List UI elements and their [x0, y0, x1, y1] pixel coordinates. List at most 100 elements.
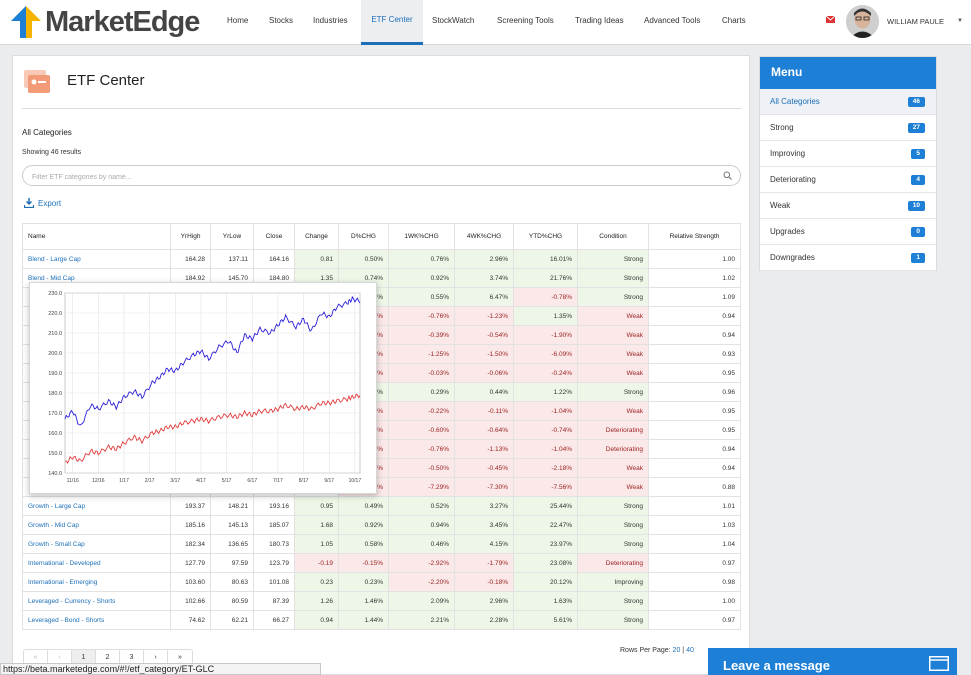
nav-industries[interactable]: Industries — [313, 16, 348, 25]
nav-stocks[interactable]: Stocks — [269, 16, 294, 25]
table-cell: 103.60 — [170, 572, 211, 592]
etf-category-link[interactable]: Growth - Large Cap — [22, 496, 171, 516]
search-icon[interactable] — [723, 171, 732, 180]
table-cell: -0.11% — [454, 401, 514, 421]
table-cell: -0.24% — [513, 363, 578, 383]
menu-item-label: Strong — [770, 123, 794, 132]
nav-advanced-tools[interactable]: Advanced Tools — [644, 16, 701, 25]
x-tick-label: 11/16 — [67, 478, 79, 484]
etf-category-link[interactable]: Blend - Large Cap — [22, 249, 171, 269]
etf-category-link[interactable]: Growth - Mid Cap — [22, 515, 171, 535]
table-cell: -0.45% — [454, 458, 514, 478]
table-cell: -0.22% — [388, 401, 455, 421]
table-cell: 0.46% — [388, 534, 455, 554]
column-header[interactable]: 4WK%CHG — [454, 223, 514, 250]
table-cell: 3.45% — [454, 515, 514, 535]
column-header[interactable]: YrLow — [210, 223, 254, 250]
table-cell: 193.37 — [170, 496, 211, 516]
divider — [22, 108, 742, 109]
count-badge: 10 — [907, 200, 925, 211]
table-cell: 80.63 — [210, 572, 254, 592]
category-heading: All Categories — [22, 128, 72, 137]
chevron-down-icon[interactable]: ▼ — [957, 18, 963, 24]
user-name[interactable]: WILLIAM PAULE — [887, 17, 944, 26]
menu-item-upgrades[interactable]: Upgrades 0 — [760, 219, 936, 245]
menu-item-improving[interactable]: Improving 5 — [760, 141, 936, 167]
next-page-button[interactable]: › — [144, 650, 168, 665]
menu-item-downgrades[interactable]: Downgrades 1 — [760, 245, 936, 271]
etf-category-link[interactable]: International - Developed — [22, 553, 171, 573]
page-3-button[interactable]: 3 — [120, 650, 144, 665]
prev-page-button[interactable]: ‹ — [48, 650, 72, 665]
table-row[interactable]: Blend - Large Cap 164.28 137.11 164.16 0.81 0… — [22, 249, 741, 269]
table-cell: 127.79 — [170, 553, 211, 573]
rows-20-option[interactable]: 20 — [672, 647, 681, 654]
table-row[interactable]: International - Emerging 103.60 80.63 101.0… — [22, 572, 741, 592]
column-header[interactable]: Relative Strength — [648, 223, 741, 250]
avatar[interactable] — [846, 5, 879, 38]
table-cell: 1.05 — [294, 534, 339, 554]
table-cell: 185.07 — [253, 515, 295, 535]
etf-category-link[interactable]: Leveraged - Bond - Shorts — [22, 610, 171, 630]
download-icon — [24, 198, 34, 208]
table-cell: 0.92% — [338, 515, 389, 535]
logo[interactable]: MarketEdge — [11, 5, 200, 39]
last-page-button[interactable]: » — [178, 654, 182, 661]
leave-message-button[interactable]: Leave a message — [708, 648, 957, 675]
x-tick-label: 2/17 — [145, 478, 155, 484]
table-cell: 16.01% — [513, 249, 578, 269]
table-cell: Weak — [577, 344, 649, 364]
table-header: Name YrHigh YrLow Close Change D%CHG 1WK%CHG 4W… — [22, 223, 741, 250]
table-row[interactable]: Leveraged - Bond - Shorts 74.62 62.21 66.27… — [22, 610, 741, 630]
table-cell: 1.03 — [648, 515, 741, 535]
rows-40-option[interactable]: 40 — [686, 647, 694, 654]
etf-category-link[interactable]: Leveraged - Currency - Shorts — [22, 591, 171, 611]
y-tick-label: 230.0 — [48, 291, 62, 297]
page-1-button[interactable]: 1 — [72, 650, 96, 665]
table-row[interactable]: International - Developed 127.79 97.59 123.… — [22, 553, 741, 573]
table-cell: 0.96 — [648, 382, 741, 402]
etf-category-link[interactable]: Growth - Small Cap — [22, 534, 171, 554]
table-cell: 1.22% — [513, 382, 578, 402]
column-header[interactable]: D%CHG — [338, 223, 389, 250]
menu-item-strong[interactable]: Strong 27 — [760, 115, 936, 141]
table-cell: 23.97% — [513, 534, 578, 554]
filter-input[interactable] — [23, 168, 703, 187]
nav-screening-tools[interactable]: Screening Tools — [497, 16, 554, 25]
x-tick-label: 6/17 — [247, 478, 257, 484]
column-header[interactable]: Change — [294, 223, 339, 250]
column-header[interactable]: 1WK%CHG — [388, 223, 455, 250]
page-2-button[interactable]: 2 — [96, 650, 120, 665]
mail-icon[interactable] — [826, 16, 835, 23]
table-cell: 62.21 — [210, 610, 254, 630]
first-page-button[interactable]: « — [24, 650, 48, 665]
table-cell: Strong — [577, 249, 649, 269]
table-cell: Strong — [577, 515, 649, 535]
column-header[interactable]: YTD%CHG — [513, 223, 578, 250]
table-row[interactable]: Growth - Small Cap 182.34 136.65 180.73 1.05… — [22, 534, 741, 554]
count-badge: 27 — [907, 122, 925, 133]
rows-per-page: Rows Per Page: 20 | 40 — [620, 647, 694, 654]
table-row[interactable]: Growth - Mid Cap 185.16 145.13 185.07 1.68 0.… — [22, 515, 741, 535]
table-cell: 164.28 — [170, 249, 211, 269]
menu-item-deteriorating[interactable]: Deteriorating 4 — [760, 167, 936, 193]
x-tick-label: 8/17 — [299, 478, 309, 484]
table-cell: Weak — [577, 325, 649, 345]
nav-home[interactable]: Home — [227, 16, 249, 25]
menu-item-all-categories[interactable]: All Categories 46 — [760, 89, 936, 115]
column-header[interactable]: YrHigh — [170, 223, 211, 250]
etf-category-link[interactable]: International - Emerging — [22, 572, 171, 592]
menu-item-weak[interactable]: Weak 10 — [760, 193, 936, 219]
table-cell: 1.00 — [648, 591, 741, 611]
series-line-1 — [64, 295, 361, 426]
nav-etf-center[interactable]: ETF Center — [361, 0, 423, 45]
nav-stockwatch[interactable]: StockWatch — [432, 16, 475, 25]
column-header[interactable]: Close — [253, 223, 295, 250]
nav-charts[interactable]: Charts — [722, 16, 746, 25]
column-header[interactable]: Name — [22, 223, 171, 250]
export-button[interactable]: Export — [24, 198, 61, 208]
table-row[interactable]: Growth - Large Cap 193.37 148.21 193.16 0.95… — [22, 496, 741, 516]
column-header[interactable]: Condition — [577, 223, 649, 250]
nav-trading-ideas[interactable]: Trading Ideas — [575, 16, 624, 25]
table-row[interactable]: Leveraged - Currency - Shorts 102.66 80.59… — [22, 591, 741, 611]
